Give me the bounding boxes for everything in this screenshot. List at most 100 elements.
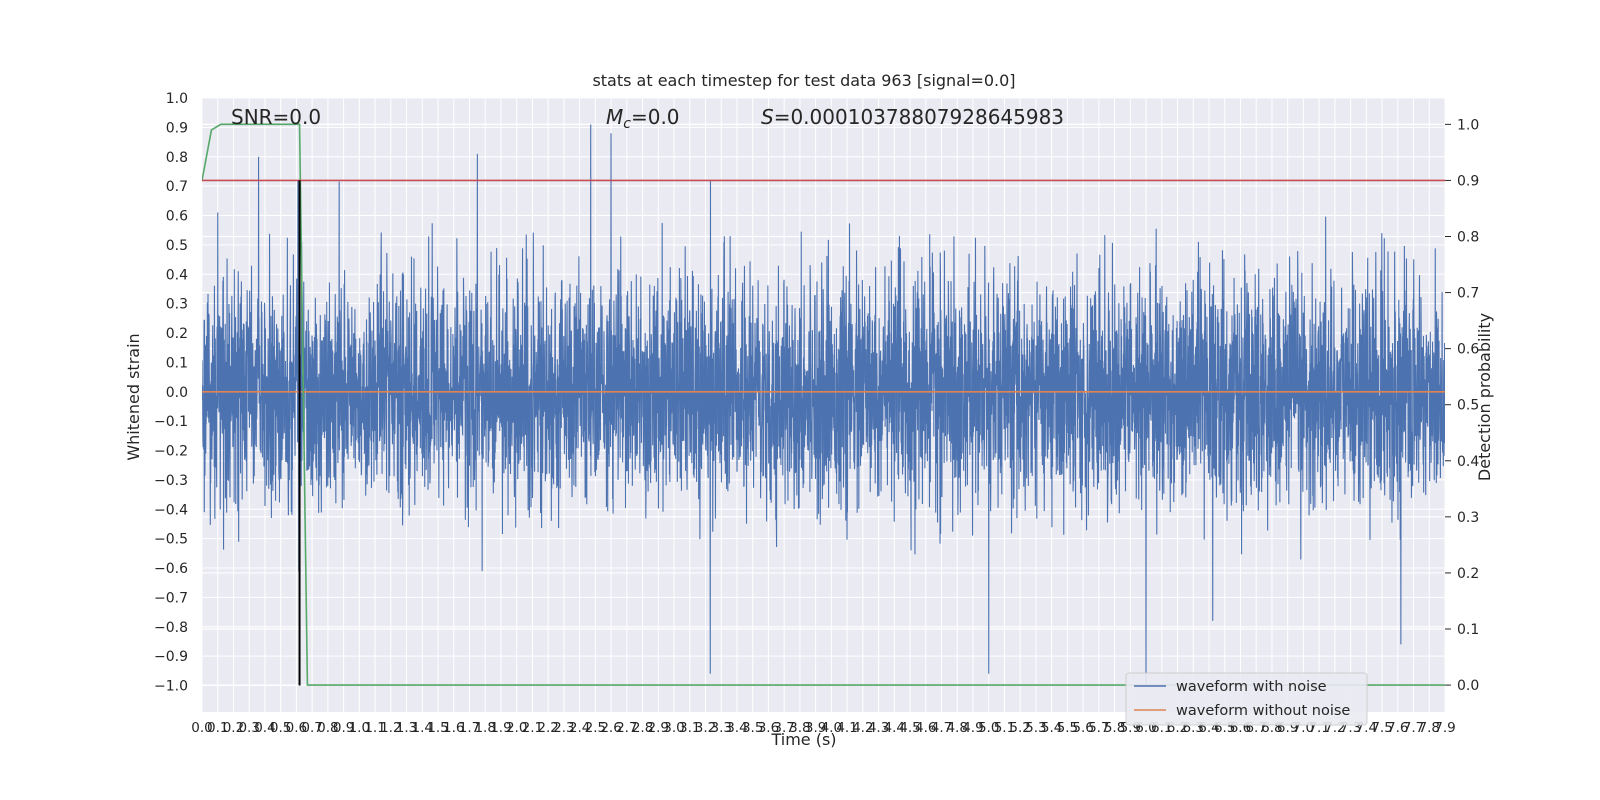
y-tick-label: −0.8 (154, 620, 188, 636)
x-tick-label: 5.7 (1088, 720, 1109, 736)
x-tick-label: 2.6 (600, 720, 621, 736)
x-tick-label: 2.9 (648, 720, 669, 736)
y-tick-label: 0.1 (166, 355, 188, 371)
x-tick-label: 7.6 (1387, 720, 1408, 736)
s-symbol: S (761, 105, 774, 129)
x-tick-label: 0.7 (301, 720, 322, 736)
x-tick-label: 1.6 (443, 720, 464, 736)
y2-tick-label: 0.4 (1457, 454, 1479, 470)
x-tick-label: 0.1 (207, 720, 228, 736)
x-tick-label: 0.5 (270, 720, 291, 736)
x-tick-label: 4.6 (915, 720, 936, 736)
x-tick-label: 7.5 (1371, 720, 1392, 736)
x-tick-label: 5.8 (1104, 720, 1125, 736)
x-tick-label: 3.2 (695, 720, 716, 736)
mc-value: =0.0 (631, 105, 680, 129)
chart-title: stats at each timestep for test data 963… (592, 71, 1015, 90)
x-tick-label: 3.3 (710, 720, 731, 736)
x-tick-label: 5.0 (978, 720, 999, 736)
legend-box (1125, 672, 1368, 726)
x-tick-label: 3.5 (742, 720, 763, 736)
y-tick-label: −0.6 (154, 561, 188, 577)
x-tick-label: 4.3 (868, 720, 889, 736)
x-tick-label: 3.6 (758, 720, 779, 736)
x-tick-label: 3.4 (726, 720, 747, 736)
y-tick-label: −0.2 (154, 444, 188, 460)
x-tick-label: 3.8 (789, 720, 810, 736)
x-tick-label: 5.4 (1041, 720, 1062, 736)
x-tick-label: 5.5 (1057, 720, 1078, 736)
x-tick-label: 0.4 (254, 720, 275, 736)
x-tick-label: 1.9 (490, 720, 511, 736)
y-tick-label: 0.3 (166, 297, 188, 313)
snr-annotation: SNR=0.0 (231, 105, 321, 129)
x-tick-label: 4.1 (836, 720, 857, 736)
y-tick-label: 0.5 (166, 238, 188, 254)
x-axis-label: Time (s) (770, 730, 836, 749)
x-tick-label: 3.0 (663, 720, 684, 736)
y-tick-label: 0.4 (166, 267, 188, 283)
x-tick-label: 0.9 (333, 720, 354, 736)
y-tick-label: −0.1 (154, 414, 188, 430)
y-tick-label: 0.7 (166, 179, 188, 195)
x-tick-label: 4.4 (884, 720, 905, 736)
y-tick-labels: 1.0 0.9 0.8 0.7 0.6 0.5 0.4 0.3 0.2 0.1 0.0 −0.1 −0.… (154, 91, 188, 695)
y2-tick-label: 0.8 (1457, 230, 1479, 246)
y2-tick-label: 0.7 (1457, 286, 1479, 302)
y-tick-label: 0.8 (166, 150, 188, 166)
y-tick-label: 0.2 (166, 326, 188, 342)
y2-tick-label: 1.0 (1457, 117, 1479, 133)
x-tick-label: 1.5 (427, 720, 448, 736)
x-tick-label: 1.4 (412, 720, 433, 736)
x-tick-label: 0.0 (191, 720, 212, 736)
x-tick-label: 1.7 (459, 720, 480, 736)
series-layer (202, 123, 1445, 686)
y2-tick-label: 0.5 (1457, 398, 1479, 414)
x-tick-label: 3.1 (679, 720, 700, 736)
x-tick-label: 1.1 (364, 720, 385, 736)
x-tick-label: 0.6 (286, 720, 307, 736)
mc-subscript: c (623, 116, 631, 132)
x-tick-label: 7.9 (1434, 720, 1455, 736)
y-tick-label: −0.3 (154, 473, 188, 489)
x-tick-label: 1.3 (396, 720, 417, 736)
x-tick-label: 7.8 (1419, 720, 1440, 736)
y-tick-label: 0.9 (166, 120, 188, 136)
mc-symbol: M (606, 105, 623, 129)
x-tick-label: 2.2 (537, 720, 558, 736)
plot-clip-group (202, 123, 1445, 686)
y-tick-label: −1.0 (154, 679, 188, 695)
x-tick-label: 7.7 (1403, 720, 1424, 736)
y2-tick-label: 0.3 (1457, 510, 1479, 526)
x-tick-label: 5.1 (994, 720, 1015, 736)
legend-label-without-noise: waveform without noise (1176, 703, 1350, 719)
y-axis-label: Whitened strain (124, 333, 143, 460)
y-tick-label: −0.5 (154, 532, 188, 548)
x-tick-label: 0.2 (223, 720, 244, 736)
y2-tick-label: 0.2 (1457, 566, 1479, 582)
x-tick-label: 4.2 (852, 720, 873, 736)
x-tick-label: 1.0 (349, 720, 370, 736)
x-tick-label: 2.3 (553, 720, 574, 736)
series-detection-probability (202, 123, 1445, 686)
x-tick-label: 2.1 (522, 720, 543, 736)
mc-annotation: Mc=0.0 (606, 105, 680, 132)
series-waveform-with-noise (202, 124, 1445, 686)
x-tick-label: 5.6 (1072, 720, 1093, 736)
y-tick-label: 0.6 (166, 209, 188, 225)
x-tick-label: 2.4 (569, 720, 590, 736)
x-tick-label: 0.8 (317, 720, 338, 736)
x-tick-label: 4.5 (899, 720, 920, 736)
x-tick-label: 5.3 (1025, 720, 1046, 736)
x-tick-label: 3.7 (773, 720, 794, 736)
x-tick-label: 2.7 (616, 720, 637, 736)
s-value: =0.00010378807928645983 (774, 105, 1064, 129)
legend-label-with-noise: waveform with noise (1176, 679, 1327, 695)
x-tick-label: 0.3 (238, 720, 259, 736)
y2-tick-label: 0.1 (1457, 622, 1479, 638)
s-annotation: S=0.00010378807928645983 (761, 105, 1064, 129)
y2-tick-label: 0.9 (1457, 173, 1479, 189)
y-tick-label: 0.0 (166, 385, 188, 401)
y2-tick-label: 0.0 (1457, 678, 1479, 694)
y-tick-label: −0.9 (154, 649, 188, 665)
